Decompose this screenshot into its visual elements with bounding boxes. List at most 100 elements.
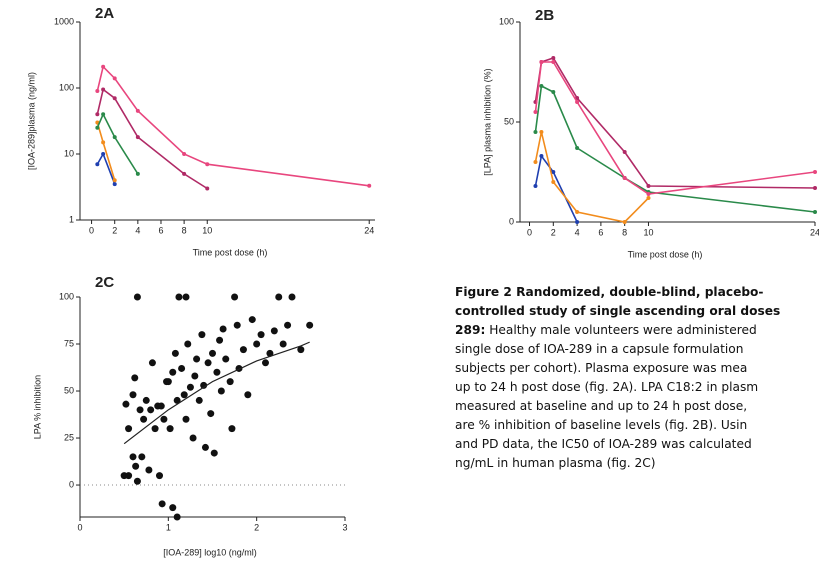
data-point [101, 87, 106, 92]
data-point [551, 180, 556, 184]
data-point [226, 378, 234, 386]
caption-line: measured at baseline and up to 24 h post… [455, 399, 748, 413]
data-point [551, 90, 556, 94]
data-point [646, 192, 651, 196]
data-point [112, 135, 117, 140]
data-point [142, 396, 150, 404]
caption-line: up to 24 h post dose (fig. 2A). LPA C18:… [455, 380, 759, 394]
x-axis-label: [IOA-289] log10 (ng/ml) [163, 547, 257, 557]
data-point [367, 183, 372, 188]
data-point [288, 293, 296, 301]
data-point [262, 359, 269, 367]
data-point [551, 60, 556, 64]
x-tick-label: 3 [342, 522, 347, 532]
data-point [135, 135, 140, 140]
data-point [646, 196, 651, 200]
data-point [101, 140, 106, 145]
y-tick-label: 1000 [54, 16, 74, 26]
data-point [204, 359, 212, 367]
data-point [219, 325, 227, 333]
data-point [145, 466, 153, 474]
caption-heading: 289: [455, 323, 486, 337]
caption-heading: controlled study of single ascending ora… [455, 304, 781, 318]
data-point [129, 453, 137, 461]
data-point [147, 406, 155, 414]
caption-line: single dose of IOA-289 in a capsule form… [455, 342, 744, 356]
data-point [622, 220, 627, 224]
data-point [95, 89, 100, 94]
data-point [101, 64, 106, 69]
data-point [112, 178, 117, 183]
data-point [233, 321, 241, 329]
data-point [217, 387, 225, 395]
data-point [539, 154, 544, 158]
x-tick-label: 4 [575, 227, 580, 237]
data-point [551, 56, 556, 60]
data-point [622, 150, 627, 154]
data-point [135, 171, 140, 176]
data-point [198, 331, 206, 339]
x-tick-label: 10 [202, 225, 212, 235]
data-point [646, 184, 651, 188]
caption-line: are % inhibition of baseline levels (fig… [455, 418, 748, 432]
x-tick-label: 10 [643, 227, 653, 237]
data-point [169, 504, 177, 512]
data-point [178, 364, 186, 372]
data-point [186, 383, 194, 391]
x-tick-label: 2 [551, 227, 556, 237]
data-point [551, 170, 556, 174]
y-tick-label: 50 [64, 385, 74, 395]
y-tick-label: 10 [64, 148, 74, 158]
data-point [129, 391, 137, 399]
data-point [813, 170, 817, 174]
data-point [216, 336, 224, 344]
data-point [164, 378, 172, 386]
data-point [297, 346, 305, 354]
y-axis-label: LPA % inhibition [32, 375, 42, 439]
data-point [266, 349, 274, 357]
caption-line: Figure 2 Randomized, double-blind, place… [455, 283, 819, 302]
data-point [279, 340, 287, 348]
data-point [248, 316, 256, 324]
data-point [193, 355, 201, 363]
data-point [284, 321, 292, 329]
caption-line: controlled study of single ascending ora… [455, 302, 819, 321]
data-point [813, 210, 817, 214]
data-point [182, 293, 190, 301]
data-point [151, 425, 159, 433]
data-point [133, 293, 141, 301]
data-point [257, 331, 265, 339]
data-point [125, 472, 133, 480]
data-point [191, 372, 199, 380]
series-line [534, 154, 578, 223]
data-point [533, 110, 538, 114]
data-point [575, 210, 580, 214]
y-tick-label: 100 [499, 16, 514, 26]
data-point [813, 186, 817, 190]
x-tick-label: 24 [810, 227, 819, 237]
x-tick-label: 0 [527, 227, 532, 237]
data-point [231, 293, 239, 301]
x-tick-label: 6 [598, 227, 603, 237]
data-point [222, 355, 230, 363]
data-point [533, 160, 538, 164]
data-point [239, 346, 247, 354]
data-point [132, 462, 140, 470]
data-point [169, 368, 177, 376]
data-point [195, 396, 203, 404]
caption-heading: Figure 2 Randomized, double-blind, place… [455, 285, 764, 299]
data-point [95, 162, 100, 167]
y-tick-label: 100 [59, 82, 74, 92]
series-line [96, 88, 208, 190]
data-point [184, 340, 192, 348]
caption-text: Healthy male volunteers were administere… [489, 323, 757, 337]
y-tick-label: 100 [59, 291, 74, 301]
series-line [96, 112, 139, 175]
y-tick-label: 0 [509, 216, 514, 226]
data-point [244, 391, 252, 399]
x-tick-label: 2 [254, 522, 259, 532]
series-line [534, 131, 650, 223]
panel-title: 2A [95, 5, 114, 22]
